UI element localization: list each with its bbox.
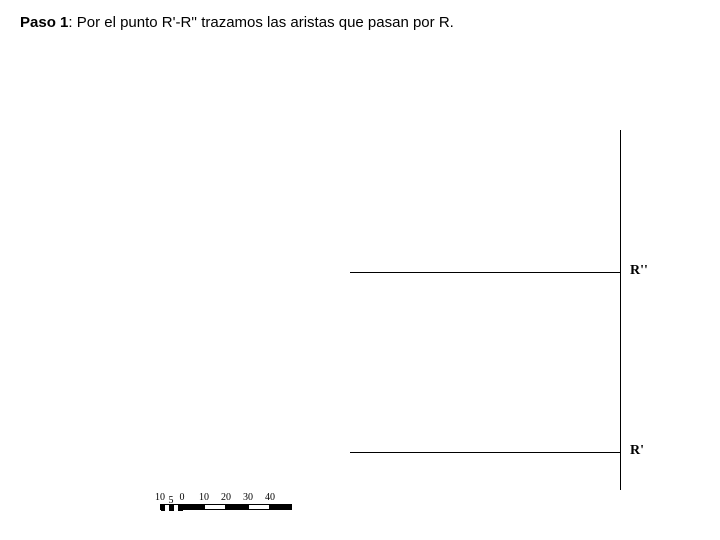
diagram-canvas: Paso 1: Por el punto R'-R'' trazamos las… bbox=[0, 0, 720, 540]
vertical-axis bbox=[620, 130, 621, 490]
label-r-prime: R' bbox=[630, 443, 644, 459]
step-separator: : bbox=[68, 14, 76, 31]
ruler-segment bbox=[248, 504, 270, 510]
scale-ruler: 105010203040 bbox=[160, 492, 292, 512]
ruler-segment bbox=[204, 504, 226, 510]
step-description: Por el punto R'-R'' trazamos las aristas… bbox=[77, 14, 454, 31]
ruler-label: 10 bbox=[199, 492, 209, 503]
ruler-label: 10 bbox=[155, 492, 165, 503]
ruler-label: 20 bbox=[221, 492, 231, 503]
edge-r-prime bbox=[350, 452, 620, 453]
ruler-label: 0 bbox=[180, 492, 185, 503]
ruler-label: 5 bbox=[169, 495, 174, 506]
edge-r-double-prime bbox=[350, 272, 620, 273]
label-r-double-prime: R'' bbox=[630, 263, 648, 279]
step-label: Paso 1 bbox=[20, 14, 68, 31]
ruler-segment bbox=[270, 504, 292, 510]
ruler-segment bbox=[226, 504, 248, 510]
ruler-label: 40 bbox=[265, 492, 275, 503]
ruler-label: 30 bbox=[243, 492, 253, 503]
step-title: Paso 1: Por el punto R'-R'' trazamos las… bbox=[20, 14, 454, 31]
ruler-segment bbox=[182, 504, 204, 510]
